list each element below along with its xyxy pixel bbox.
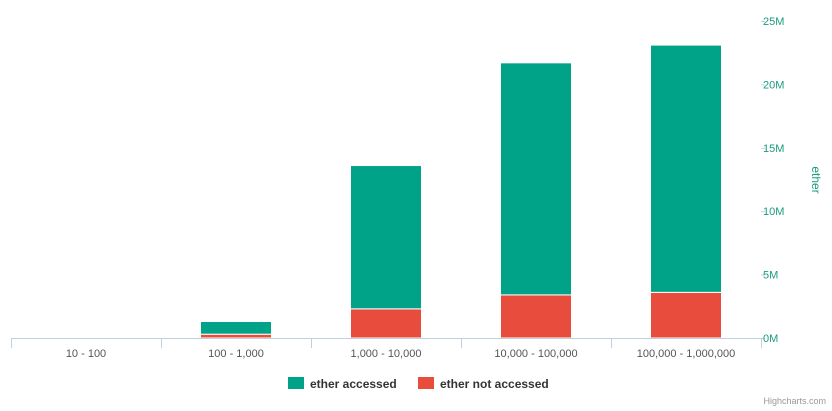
bar-not-accessed-2[interactable] [350,308,422,339]
x-tick-label: 100,000 - 1,000,000 [637,348,735,360]
bar-not-accessed-4[interactable] [650,291,722,339]
legend-item[interactable]: ether not accessed [418,377,549,391]
bar-not-accessed-1[interactable] [200,333,272,339]
legend-label: ether accessed [310,377,397,391]
x-tick-label: 1,000 - 10,000 [351,348,422,360]
credits-link[interactable]: Highcharts.com [763,396,826,406]
x-tick-label: 10 - 100 [66,348,106,360]
x-tick-label: 100 - 1,000 [208,348,264,360]
y-tick-label: 0M [763,333,778,345]
x-axis-ticks [11,338,762,348]
legend-swatch [418,377,434,389]
y-axis-title: ether [809,166,823,193]
y-axis: 0M 5M 10M 15M 20M 25M [761,16,784,345]
bar-accessed-4[interactable] [650,44,722,293]
legend-label: ether not accessed [440,377,549,391]
bar-accessed-1[interactable] [200,321,272,335]
y-tick-label: 20M [763,79,784,91]
x-axis-labels: 10 - 100 100 - 1,000 1,000 - 10,000 10,000 … [66,348,735,360]
legend-item[interactable]: ether accessed [288,377,397,391]
x-tick-label: 10,000 - 100,000 [494,348,577,360]
y-tick-label: 25M [763,16,784,28]
y-tick-label: 15M [763,143,784,155]
y-tick-label: 10M [763,206,784,218]
legend-swatch [288,377,304,389]
bar-accessed-3[interactable] [500,62,572,296]
bars-layer [200,44,722,339]
y-tick-label: 5M [763,270,778,282]
legend[interactable]: ether accessed ether not accessed [288,377,549,391]
bar-not-accessed-3[interactable] [500,294,572,339]
bar-accessed-2[interactable] [350,165,422,310]
